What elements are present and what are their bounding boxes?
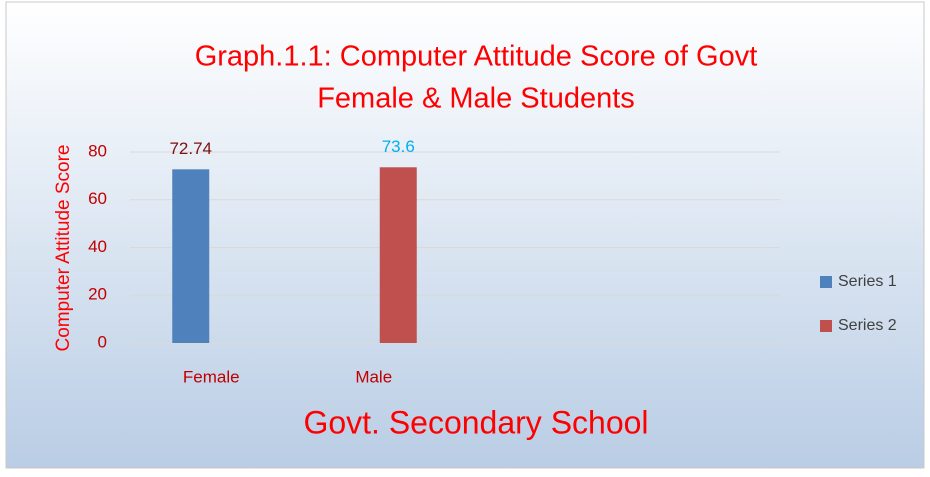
y-tick-label: 80 (88, 141, 107, 160)
legend-swatch (820, 320, 832, 332)
x-tick-label: Male (355, 367, 392, 386)
legend-label: Series 2 (838, 317, 897, 334)
chart-background (5, 1, 925, 469)
value-label: 72.74 (169, 139, 212, 158)
bar (379, 167, 417, 343)
x-axis-label: Govt. Secondary School (303, 404, 648, 440)
legend-swatch (820, 276, 832, 288)
y-tick-label: 0 (98, 332, 107, 351)
y-tick-label: 60 (88, 189, 107, 208)
chart-title: Female & Male Students (317, 83, 635, 115)
y-axis-label: Computer Attitude Score (53, 145, 74, 352)
bar (172, 169, 210, 343)
value-label: 73.6 (382, 137, 415, 156)
legend-label: Series 1 (838, 273, 897, 290)
x-tick-label: Female (183, 367, 240, 386)
y-tick-label: 40 (88, 237, 107, 256)
y-tick-label: 20 (88, 285, 107, 304)
chart-title: Graph.1.1: Computer Attitude Score of Go… (195, 41, 758, 73)
